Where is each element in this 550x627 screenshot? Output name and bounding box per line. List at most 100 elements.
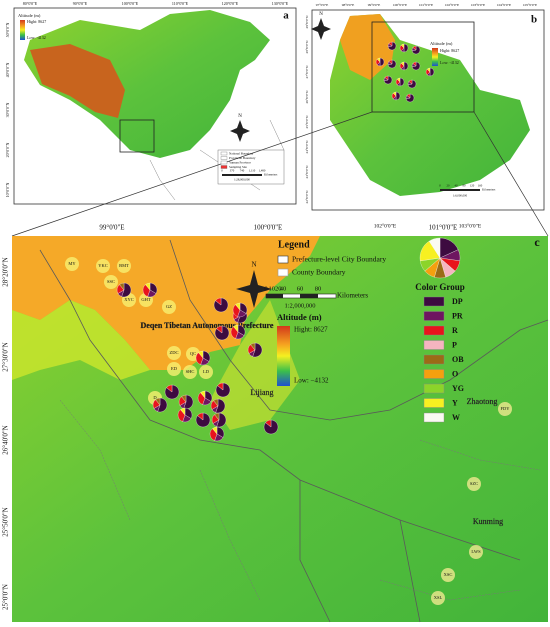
color-swatch	[423, 354, 445, 365]
label: N	[251, 261, 256, 269]
label: 110°0'0"E	[172, 1, 189, 6]
label: Low: −4132	[294, 377, 329, 385]
pie-slice	[217, 382, 224, 391]
label: D	[153, 395, 157, 400]
label: a	[283, 10, 289, 22]
label: Altitude (m)	[277, 312, 322, 322]
label: 80°0'0"E	[23, 1, 38, 6]
label: 23°0'0"N	[305, 165, 309, 178]
label: 0	[221, 169, 223, 173]
pie-slice	[250, 342, 256, 351]
label: 120°0'0"E	[222, 1, 239, 6]
label: R	[452, 326, 458, 335]
label: Kilometers	[482, 188, 496, 192]
label: 102°0'0"E	[374, 222, 397, 229]
site-marker	[498, 402, 512, 416]
scale-bar-segment	[266, 294, 283, 298]
label: DP	[452, 297, 463, 306]
pie-chart	[399, 61, 409, 71]
label: Prefecture-level City Boundary	[292, 255, 386, 264]
label: 1:6,000,000	[453, 194, 468, 199]
pie-slice	[233, 324, 239, 333]
label: XSC	[444, 572, 453, 577]
pie-chart	[215, 382, 231, 398]
label: 1,110	[249, 169, 256, 174]
label: Provincial Boundary	[229, 156, 256, 160]
pie-chart	[213, 297, 229, 313]
pie-slice	[396, 77, 401, 83]
label: LD	[203, 369, 210, 374]
pie-chart	[247, 342, 263, 358]
pie-slice	[198, 350, 204, 359]
label: 90°0'0"E	[73, 1, 88, 6]
pie-slice	[215, 398, 226, 414]
label: 20°0'0"N	[5, 142, 10, 157]
site-marker	[167, 362, 181, 376]
label: 103°0'0"E	[459, 222, 482, 229]
legend-swatch	[220, 151, 228, 156]
label: Low: -4132	[27, 35, 46, 40]
pie-chart	[195, 350, 211, 366]
pie-chart	[210, 398, 226, 414]
label: 0	[439, 184, 441, 188]
pie-slice	[235, 302, 241, 311]
label: QC	[190, 351, 196, 356]
label: 370	[230, 169, 235, 173]
label: SZC	[470, 481, 478, 486]
label: c	[534, 235, 540, 249]
site-marker	[467, 477, 481, 491]
label: XYC	[124, 297, 134, 302]
label: P	[452, 340, 457, 349]
pie-chart	[407, 79, 417, 89]
pie-chart	[178, 394, 194, 410]
pie-slice	[428, 237, 441, 259]
pie-slice	[119, 282, 125, 291]
pie-slice	[212, 426, 218, 435]
pie-chart	[164, 384, 180, 400]
label: 80	[315, 285, 322, 292]
pie-slice	[265, 419, 272, 428]
compass	[311, 18, 331, 40]
label: Kilometers	[337, 292, 368, 300]
site-marker	[65, 257, 79, 271]
pie-slice	[214, 412, 220, 421]
pie-chart	[395, 77, 405, 87]
label: OB	[452, 355, 464, 364]
label: 50°0'0"N	[5, 22, 10, 37]
pie-chart	[387, 41, 397, 51]
legend-box	[217, 149, 285, 185]
study-area-box	[119, 119, 155, 153]
midland-area	[12, 300, 150, 380]
site-marker	[167, 346, 181, 360]
label: SHC	[186, 369, 195, 374]
label: 101°0'0"E	[419, 3, 433, 7]
scale-bar	[440, 189, 480, 191]
label: 105°0'0"E	[523, 3, 537, 7]
legend-swatch	[277, 268, 289, 277]
label: Legend	[278, 239, 310, 250]
altitude-ramp	[432, 48, 438, 66]
pie-chart	[383, 75, 393, 85]
pie-slice	[121, 282, 132, 298]
legend-swatch	[220, 160, 228, 165]
label: 99°0'0"E	[368, 3, 381, 7]
color-swatch	[423, 296, 445, 307]
pie-slice	[412, 45, 417, 51]
label: 26°40'0"N	[2, 425, 10, 454]
label: YKC	[98, 263, 108, 268]
label: 27°30'0"N	[2, 342, 10, 371]
color-swatch	[423, 398, 445, 408]
label: 1:2,000,000	[284, 302, 315, 309]
label: 100°0'0"E	[393, 3, 407, 7]
pie-chart	[230, 324, 246, 340]
pie-slice	[166, 384, 173, 393]
pie-chart	[209, 426, 225, 442]
label: 27°0'0"N	[305, 65, 309, 78]
color-swatch	[423, 340, 445, 350]
label: BMT	[119, 263, 129, 268]
site-marker	[96, 259, 110, 273]
pie-chart	[232, 302, 248, 318]
legend-swatch	[220, 165, 228, 169]
label: 160	[478, 184, 483, 188]
